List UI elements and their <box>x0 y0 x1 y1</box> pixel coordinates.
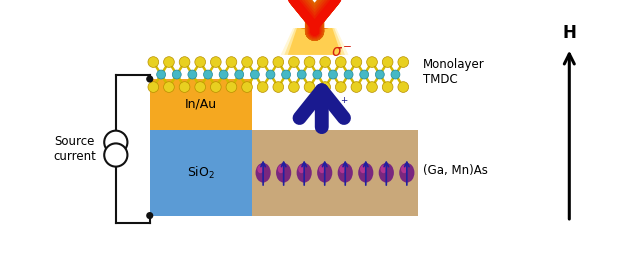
Circle shape <box>382 82 393 92</box>
Circle shape <box>304 82 315 92</box>
Circle shape <box>104 131 127 154</box>
Circle shape <box>320 57 330 67</box>
Circle shape <box>242 57 252 67</box>
Circle shape <box>172 70 181 79</box>
Circle shape <box>313 70 322 79</box>
Circle shape <box>351 57 362 67</box>
Circle shape <box>288 82 300 92</box>
Ellipse shape <box>276 163 291 183</box>
Text: h$^+$: h$^+$ <box>330 97 349 113</box>
Circle shape <box>188 70 197 79</box>
Circle shape <box>148 57 159 67</box>
Circle shape <box>219 70 228 79</box>
Circle shape <box>235 70 244 79</box>
Polygon shape <box>281 0 349 55</box>
Circle shape <box>391 70 400 79</box>
Circle shape <box>398 82 409 92</box>
Ellipse shape <box>256 163 271 183</box>
Circle shape <box>146 75 153 83</box>
Ellipse shape <box>296 163 311 183</box>
Circle shape <box>242 82 252 92</box>
Text: H: H <box>562 24 577 41</box>
Polygon shape <box>284 0 345 55</box>
Text: SiO$_2$: SiO$_2$ <box>187 165 215 181</box>
Text: Source
current: Source current <box>53 135 96 163</box>
Ellipse shape <box>340 165 345 173</box>
Circle shape <box>382 57 393 67</box>
Circle shape <box>288 57 300 67</box>
Circle shape <box>266 70 275 79</box>
Circle shape <box>257 82 268 92</box>
Circle shape <box>226 57 237 67</box>
Ellipse shape <box>298 165 305 173</box>
Text: σ$^-$: σ$^-$ <box>331 45 352 60</box>
Circle shape <box>251 70 259 79</box>
Circle shape <box>335 82 346 92</box>
Text: In/Au: In/Au <box>185 98 217 111</box>
Text: (Ga, Mn)As: (Ga, Mn)As <box>423 163 488 177</box>
Text: Monolayer
TMDC: Monolayer TMDC <box>423 58 485 86</box>
Ellipse shape <box>257 165 264 173</box>
Ellipse shape <box>319 165 325 173</box>
Circle shape <box>179 57 190 67</box>
Bar <box>252 130 418 216</box>
Circle shape <box>328 70 337 79</box>
Circle shape <box>195 82 205 92</box>
Circle shape <box>360 70 369 79</box>
Circle shape <box>203 70 212 79</box>
Circle shape <box>320 82 330 92</box>
Circle shape <box>297 70 306 79</box>
Circle shape <box>273 57 284 67</box>
Circle shape <box>398 57 409 67</box>
Circle shape <box>210 82 221 92</box>
Bar <box>149 79 252 130</box>
Polygon shape <box>288 0 342 55</box>
Ellipse shape <box>360 165 366 173</box>
Ellipse shape <box>358 163 374 183</box>
Circle shape <box>257 57 268 67</box>
Bar <box>149 130 252 216</box>
Circle shape <box>335 57 346 67</box>
Ellipse shape <box>399 163 414 183</box>
Circle shape <box>148 82 159 92</box>
Circle shape <box>163 57 175 67</box>
Circle shape <box>210 57 221 67</box>
Circle shape <box>351 82 362 92</box>
Circle shape <box>226 82 237 92</box>
Circle shape <box>104 143 127 167</box>
Circle shape <box>163 82 175 92</box>
Circle shape <box>195 57 205 67</box>
Circle shape <box>376 70 384 79</box>
Ellipse shape <box>338 163 353 183</box>
Ellipse shape <box>379 163 394 183</box>
Ellipse shape <box>317 163 332 183</box>
Ellipse shape <box>401 165 408 173</box>
Circle shape <box>273 82 284 92</box>
Circle shape <box>281 70 291 79</box>
Circle shape <box>146 212 153 219</box>
Circle shape <box>344 70 353 79</box>
Ellipse shape <box>278 165 284 173</box>
Circle shape <box>367 57 377 67</box>
Ellipse shape <box>381 165 387 173</box>
Circle shape <box>179 82 190 92</box>
Circle shape <box>367 82 377 92</box>
Circle shape <box>304 57 315 67</box>
Circle shape <box>156 70 166 79</box>
